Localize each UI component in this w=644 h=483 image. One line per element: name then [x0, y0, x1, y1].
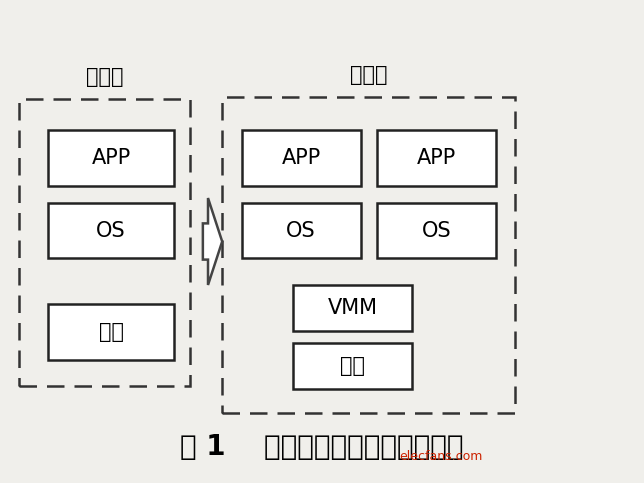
Bar: [377, 130, 496, 186]
Bar: [293, 343, 412, 389]
Text: VMM: VMM: [328, 298, 377, 318]
Bar: [377, 203, 496, 258]
Bar: [293, 285, 412, 331]
Text: 多核: 多核: [340, 356, 365, 376]
Text: 单核: 单核: [99, 322, 124, 342]
Text: 图 1    虚拟化与非虚拟化环境对比: 图 1 虚拟化与非虚拟化环境对比: [180, 433, 464, 461]
Bar: [48, 130, 174, 186]
Text: OS: OS: [96, 221, 126, 241]
Polygon shape: [203, 198, 222, 285]
Text: OS: OS: [421, 221, 451, 241]
Bar: [222, 97, 515, 413]
Bar: [19, 99, 190, 386]
Bar: [242, 130, 361, 186]
Text: APP: APP: [281, 148, 321, 168]
Text: APP: APP: [417, 148, 456, 168]
Bar: [48, 203, 174, 258]
Bar: [48, 304, 174, 360]
Text: OS: OS: [286, 221, 316, 241]
Text: elecfans.com: elecfans.com: [399, 450, 483, 463]
Text: 单线程: 单线程: [86, 67, 124, 87]
Text: 多例程: 多例程: [350, 65, 388, 85]
Bar: [242, 203, 361, 258]
Text: APP: APP: [91, 148, 131, 168]
